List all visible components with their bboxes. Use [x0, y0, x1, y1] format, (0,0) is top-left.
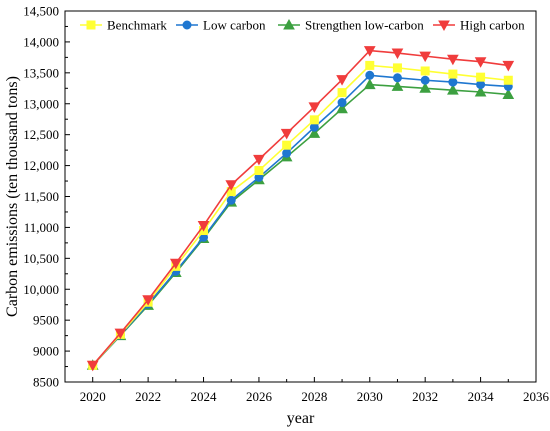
y-axis-title: Carbon emissions (ten thousand tons) — [4, 76, 21, 317]
data-point — [391, 48, 404, 60]
x-tick-label: 2032 — [412, 389, 438, 404]
y-tick-label: 13,500 — [23, 65, 59, 80]
y-tick-label: 10,500 — [23, 251, 59, 266]
y-tick-label: 13,000 — [23, 96, 59, 111]
series-high-carbon — [86, 46, 515, 372]
data-point — [226, 195, 236, 205]
y-tick-label: 9000 — [33, 344, 59, 359]
data-point — [419, 82, 432, 93]
x-tick-label: 2020 — [80, 389, 106, 404]
data-point — [114, 328, 127, 340]
y-tick-label: 9500 — [33, 313, 59, 328]
data-point — [474, 85, 487, 97]
y-tick-label: 14,000 — [23, 34, 59, 49]
data-point — [420, 66, 430, 76]
legend-label: High carbon — [460, 18, 525, 33]
data-point — [502, 60, 515, 72]
series-benchmark — [88, 60, 513, 370]
x-tick-label: 2026 — [246, 389, 273, 404]
data-point — [282, 148, 292, 158]
y-tick-label: 10,000 — [23, 282, 59, 297]
legend-entry: Low carbon — [176, 18, 266, 33]
y-tick-label: 14,500 — [23, 4, 59, 19]
data-point — [197, 221, 210, 232]
data-point — [419, 51, 432, 63]
data-point — [365, 60, 375, 70]
data-point — [448, 69, 458, 79]
data-point — [476, 72, 486, 82]
data-point — [142, 295, 154, 306]
data-point — [253, 154, 265, 166]
data-point — [308, 102, 321, 113]
data-point — [336, 75, 348, 86]
axis-ticks: 8500 9000 9500 10,000 10,500 11,000 11,500 12,0… — [23, 4, 549, 405]
data-point — [280, 128, 293, 140]
data-point — [309, 115, 319, 125]
legend-label: Strengthen low-carbon — [305, 18, 424, 33]
data-point — [392, 73, 402, 83]
data-point — [474, 57, 487, 68]
data-point — [363, 46, 376, 57]
data-point — [169, 258, 182, 270]
data-point — [225, 180, 238, 191]
legend-label: Low carbon — [203, 18, 266, 33]
x-tick-label: 2024 — [191, 389, 218, 404]
legend-entry: Strengthen low-carbon — [278, 18, 424, 33]
x-tick-label: 2022 — [135, 389, 161, 404]
data-point — [254, 166, 264, 176]
data-point — [503, 75, 513, 85]
data-point — [309, 122, 319, 132]
series-line — [92, 64, 509, 366]
legend-marker — [283, 18, 295, 30]
data-point — [447, 54, 459, 66]
legend-entry: Benchmark — [80, 18, 167, 33]
legend-marker — [438, 20, 450, 32]
data-point — [447, 84, 459, 95]
legend-marker — [182, 20, 192, 30]
y-tick-label: 12,500 — [23, 127, 59, 142]
data-point — [363, 78, 376, 90]
legend-label: Benchmark — [107, 18, 167, 33]
data-point — [448, 77, 458, 87]
data-point — [86, 360, 99, 372]
y-tick-label: 11,000 — [24, 220, 59, 235]
data-point — [336, 102, 348, 114]
data-point — [502, 88, 515, 99]
x-axis-title: year — [287, 410, 315, 427]
y-tick-label: 8500 — [33, 375, 59, 390]
data-point — [308, 127, 321, 138]
series-layer — [86, 46, 515, 372]
series-strengthen-low-carbon — [86, 78, 515, 370]
y-tick-label: 12,000 — [23, 158, 59, 173]
y-tick-label: 11,500 — [24, 189, 59, 204]
series-line — [92, 74, 509, 366]
x-tick-label: 2036 — [523, 389, 550, 404]
legend-marker — [86, 20, 96, 30]
x-tick-label: 2028 — [301, 389, 327, 404]
series-line — [92, 49, 509, 366]
legend: Benchmark Low carbon Strengthen low-carbon… — [80, 18, 525, 33]
data-point — [476, 80, 486, 90]
data-point — [337, 88, 347, 98]
data-point — [282, 140, 292, 150]
series-low-carbon — [88, 70, 513, 370]
data-point — [391, 80, 404, 91]
x-tick-label: 2030 — [357, 389, 383, 404]
legend-entry: High carbon — [433, 18, 525, 33]
series-line — [92, 83, 509, 366]
x-tick-label: 2034 — [468, 389, 495, 404]
data-point — [392, 63, 402, 73]
data-point — [337, 98, 347, 108]
plot-frame — [64, 10, 537, 383]
data-point — [420, 75, 430, 85]
data-point — [365, 70, 375, 80]
